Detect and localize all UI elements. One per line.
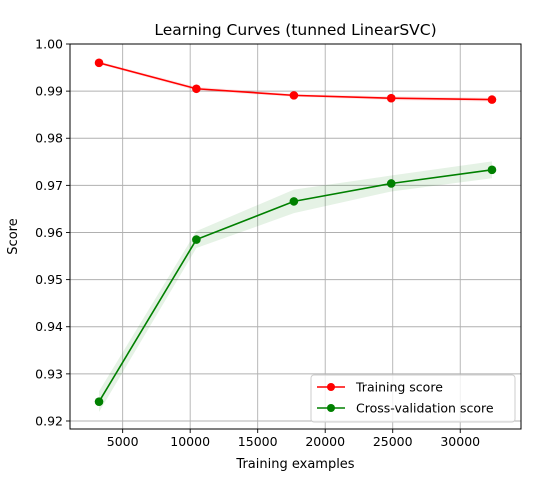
- y-tick-label: 0.98: [35, 131, 63, 146]
- y-tick-label: 0.92: [35, 413, 63, 428]
- x-tick-label: 25000: [373, 434, 413, 449]
- legend-label-cv: Cross-validation score: [356, 401, 494, 416]
- x-tick-label: 15000: [238, 434, 278, 449]
- y-tick-label: 0.95: [35, 272, 63, 287]
- y-tick-label: 0.96: [35, 225, 63, 240]
- y-tick-label: 0.97: [35, 178, 63, 193]
- x-tick-label: 5000: [107, 434, 139, 449]
- y-tick-label: 0.93: [35, 366, 63, 381]
- x-tick-label: 20000: [305, 434, 345, 449]
- cv-score-band: [99, 161, 492, 413]
- x-tick-label: 10000: [170, 434, 210, 449]
- legend-label-training: Training score: [355, 380, 443, 395]
- training-score-point: [487, 95, 497, 104]
- training-score-point: [94, 58, 104, 68]
- cv-score-point: [487, 165, 497, 175]
- plot-frame: [69, 43, 522, 430]
- cv-score-point: [94, 397, 104, 406]
- y-tick-label: 0.99: [35, 84, 63, 99]
- y-tick-label: 0.94: [35, 319, 63, 334]
- training-score-point: [289, 91, 299, 100]
- y-tick-label: 1.00: [35, 37, 63, 52]
- training-score-point: [192, 84, 201, 94]
- legend: Training score Cross-validation score: [310, 374, 516, 423]
- training-score-point: [386, 93, 396, 103]
- x-axis-label: Training examples: [235, 457, 354, 472]
- training-score-band: [99, 61, 492, 102]
- y-axis-label: Score: [6, 218, 21, 254]
- tick-layer: 5000 10000 15000 20000 25000 30000 0.92 0.93 0.9…: [35, 37, 480, 450]
- chart-title: Learning Curves (tunned LinearSVC): [154, 21, 436, 39]
- cv-score-point: [289, 197, 299, 206]
- band-layer: [99, 61, 492, 413]
- point-layer: [94, 58, 497, 406]
- legend-marker-cv: [327, 404, 335, 412]
- cv-score-point: [192, 235, 201, 244]
- cv-score-point: [386, 179, 396, 188]
- x-tick-label: 30000: [440, 434, 480, 449]
- legend-marker-training: [327, 383, 335, 391]
- legend-box: [310, 374, 516, 423]
